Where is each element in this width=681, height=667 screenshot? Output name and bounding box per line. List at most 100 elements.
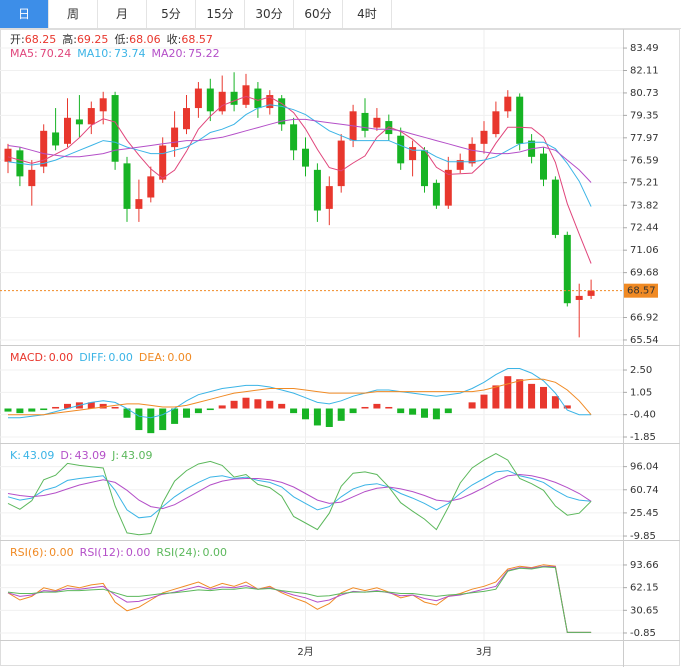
macd-bar <box>528 383 536 409</box>
candle-body <box>575 295 583 300</box>
macd-bar <box>361 406 369 409</box>
ohlc-name: 开: <box>10 33 25 46</box>
legend-name: DEA: <box>139 351 165 364</box>
candle-body <box>52 132 60 146</box>
legend-value: 0.00 <box>126 546 151 559</box>
macd-bar <box>159 408 167 431</box>
candle-body <box>504 96 512 112</box>
indicator-line <box>7 566 592 633</box>
candle-body <box>194 88 202 109</box>
macd-bar <box>397 408 405 414</box>
macd-bar <box>64 403 71 409</box>
period-tab[interactable]: 30分 <box>245 0 294 28</box>
legend-name: J: <box>111 449 119 462</box>
legend-value: 75.22 <box>188 47 220 60</box>
candle-body <box>159 145 167 180</box>
period-tabs: 日周月 5分 15分 30分 60分 4时 <box>0 0 681 29</box>
y-tick-label: 60.74 <box>630 485 659 496</box>
y-tick-label: 71.06 <box>630 245 659 256</box>
candle-body <box>266 95 274 109</box>
macd-bar <box>147 408 155 434</box>
macd-bar <box>302 408 309 420</box>
legend-value: 0.00 <box>49 351 74 364</box>
macd-bar <box>52 406 60 409</box>
candle-body <box>540 153 547 180</box>
y-tick-label: -0.40 <box>630 410 656 421</box>
legend-name: DIFF: <box>79 351 106 364</box>
ohlc-value: 68.06 <box>129 33 161 46</box>
indicator-line <box>7 470 592 519</box>
macd-bar <box>28 408 36 412</box>
candle-body <box>325 186 333 209</box>
legend-value: 43.09 <box>75 449 107 462</box>
macd-bar <box>123 408 131 418</box>
candle-body <box>397 135 405 164</box>
indicator-line <box>7 473 592 510</box>
macd-bar <box>516 379 524 409</box>
y-tick-label: 79.35 <box>630 110 659 121</box>
candle-body <box>373 117 381 128</box>
candle-body <box>563 234 571 304</box>
ma-legend: MA5: 70.24 MA10: 73.74 MA20: 75.22 <box>10 47 220 60</box>
period-tab[interactable]: 月 <box>98 0 147 28</box>
macd-bar <box>16 408 24 414</box>
macd-bar <box>230 400 238 409</box>
candle-body <box>361 112 369 131</box>
macd-bar <box>480 394 488 409</box>
legend-value: 0.00 <box>49 546 74 559</box>
ohlc-name: 高: <box>62 32 77 46</box>
candle-body <box>516 96 524 144</box>
y-tick-label: 62.15 <box>630 583 659 594</box>
macd-bar <box>218 405 226 409</box>
legend-name: RSI(6): <box>10 546 47 559</box>
period-tab[interactable]: 15分 <box>196 0 245 28</box>
ohlc-value: 69.25 <box>77 33 109 46</box>
macd-bar <box>254 399 262 409</box>
legend-value: 0.00 <box>167 351 192 364</box>
candle-body <box>28 169 36 187</box>
candle-body <box>135 199 143 209</box>
indicator-line <box>7 104 592 207</box>
y-tick-label: -9.85 <box>630 531 656 542</box>
candle-body <box>444 169 452 206</box>
macd-bar <box>135 408 143 431</box>
period-tab[interactable]: 5分 <box>147 0 196 28</box>
macd-bar <box>444 408 452 414</box>
candle-body <box>337 140 345 187</box>
macd-bar <box>409 408 417 415</box>
macd-bar <box>183 408 190 418</box>
macd-bar <box>111 406 119 409</box>
indicator-legend: RSI(6): 0.00 RSI(12): 0.00 RSI(24): 0.00 <box>10 546 227 559</box>
candle-body <box>385 121 393 135</box>
period-tab[interactable]: 60分 <box>294 0 343 28</box>
y-tick-label: 30.65 <box>630 605 659 616</box>
candle-body <box>87 108 95 125</box>
candle-body <box>99 98 107 112</box>
candle-body <box>218 91 226 112</box>
period-tab[interactable]: 周 <box>49 0 98 28</box>
y-tick-label: 82.11 <box>630 65 659 76</box>
macd-bar <box>242 397 250 409</box>
y-tick-label: 76.59 <box>630 155 659 166</box>
candle-body <box>147 176 155 198</box>
indicator-line <box>8 378 592 416</box>
period-tab[interactable]: 4时 <box>343 0 392 28</box>
candle-body <box>313 169 321 211</box>
y-tick-label: 83.49 <box>630 43 659 54</box>
y-tick-label: 2.50 <box>630 365 652 376</box>
period-tab[interactable]: 日 <box>0 0 49 28</box>
y-tick-label: -1.85 <box>630 432 656 443</box>
y-tick-label: 25.45 <box>630 508 659 519</box>
macd-bar <box>99 403 107 409</box>
legend-value: 0.00 <box>108 351 133 364</box>
y-tick-label: 66.92 <box>630 313 659 324</box>
macd-bar <box>313 408 321 426</box>
indicator-line <box>7 453 592 536</box>
legend-value: 0.00 <box>202 546 227 559</box>
candle-body <box>587 290 595 296</box>
y-tick-label: 93.66 <box>630 560 659 571</box>
y-tick-label: 75.21 <box>630 178 659 189</box>
macd-bar <box>206 408 214 411</box>
candle-body <box>4 148 12 162</box>
